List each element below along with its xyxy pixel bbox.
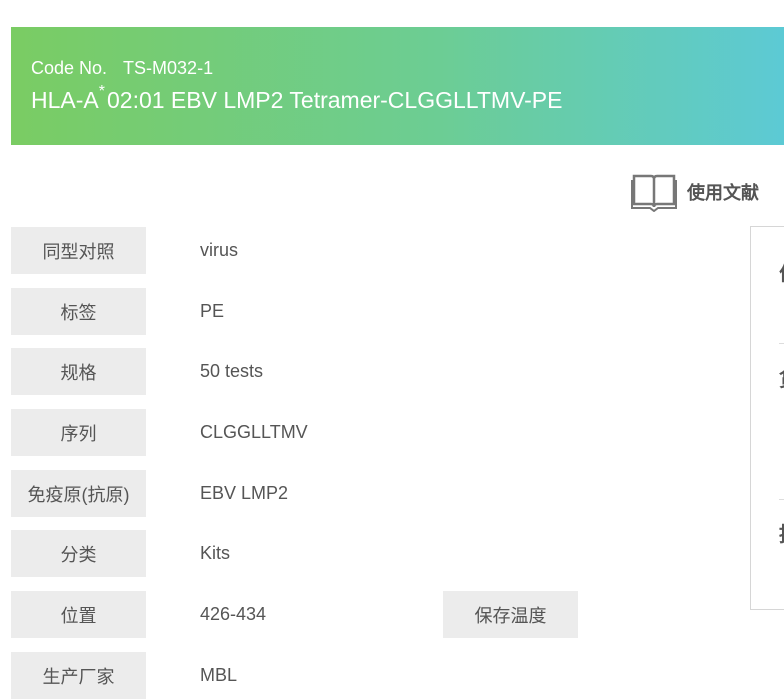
- title-main: 02:01 EBV LMP2 Tetramer-CLGGLLTMV-PE: [106, 87, 563, 113]
- spec-value: MBL: [200, 665, 238, 685]
- spec-row: 序列 CLGGLLTMV: [11, 409, 308, 456]
- spec-value: EBV LMP2: [200, 483, 289, 503]
- spec-value: PE: [200, 301, 225, 321]
- spec-row: 分类 Kits: [11, 530, 230, 577]
- spec-label: 标签: [11, 288, 146, 335]
- storage-temp-label: 保存温度: [443, 591, 578, 638]
- spec-label: 规格: [11, 348, 146, 395]
- side-panel-item: 推: [779, 518, 784, 547]
- spec-row: 位置 426-434: [11, 591, 266, 638]
- spec-value: Kits: [200, 543, 231, 563]
- spec-row: 规格 50 tests: [11, 348, 263, 395]
- divider: [779, 343, 784, 344]
- product-banner: Code No. TS-M032-1 HLA-A*02:01 EBV LMP2 T…: [11, 27, 784, 145]
- divider: [779, 499, 784, 500]
- code-label: Code No.: [31, 58, 108, 78]
- spec-value: 426-434: [200, 604, 267, 624]
- spec-value: 50 tests: [200, 361, 264, 381]
- side-panel-item: 货: [779, 363, 784, 392]
- spec-value: CLGGLLTMV: [200, 422, 308, 442]
- side-panel-item: 价: [779, 257, 784, 286]
- spec-label: 同型对照: [11, 227, 146, 274]
- spec-label: 分类: [11, 530, 146, 577]
- side-panel: 价 货 推: [750, 226, 784, 610]
- spec-label: 序列: [11, 409, 146, 456]
- spec-label: 位置: [11, 591, 146, 638]
- title-prefix: HLA-A: [31, 87, 99, 113]
- title-star: *: [98, 83, 105, 100]
- spec-label: 免疫原(抗原): [11, 470, 146, 517]
- spec-value: virus: [200, 240, 239, 260]
- product-title: HLA-A*02:01 EBV LMP2 Tetramer-CLGGLLTMV-…: [31, 83, 563, 114]
- spec-row: 免疫原(抗原) EBV LMP2: [11, 470, 288, 517]
- code-value: TS-M032-1: [123, 58, 214, 78]
- spec-row: 生产厂家 MBL: [11, 652, 237, 699]
- spec-row: 标签 PE: [11, 288, 224, 335]
- open-book-icon: [631, 174, 677, 212]
- code-number: Code No. TS-M032-1: [31, 58, 213, 79]
- spec-label: 生产厂家: [11, 652, 146, 699]
- literature-link[interactable]: 使用文献: [631, 172, 759, 212]
- spec-row: 同型对照 virus: [11, 227, 238, 274]
- literature-label: 使用文献: [687, 183, 759, 203]
